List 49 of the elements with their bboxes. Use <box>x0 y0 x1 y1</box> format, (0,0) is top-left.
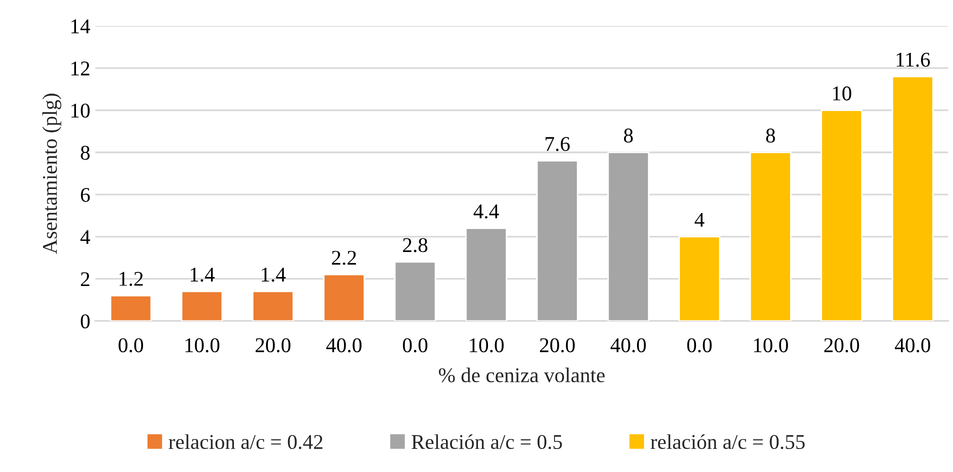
y-tick-label: 0 <box>80 314 90 328</box>
x-tick-label: 0.0 <box>687 338 712 352</box>
x-tick-label: 40.0 <box>610 338 646 352</box>
data-label: 1.4 <box>262 268 286 282</box>
x-tick-label: 0.0 <box>118 338 144 352</box>
data-label: 2.2 <box>332 250 356 265</box>
data-label: 1.4 <box>190 268 215 282</box>
data-label: 7.6 <box>546 137 570 152</box>
bar <box>110 294 152 321</box>
y-tick-label: 4 <box>80 230 90 244</box>
bar <box>892 76 934 321</box>
data-label: 8 <box>624 128 633 143</box>
y-tick-label: 6 <box>80 188 90 202</box>
x-tick-label: 10.0 <box>470 338 504 352</box>
y-tick-label: 2 <box>80 272 90 286</box>
y-tick-label: 12 <box>71 62 90 76</box>
x-tick-label: 20.0 <box>824 338 860 352</box>
data-label: 11.6 <box>896 52 930 67</box>
x-tick-label: 10.0 <box>754 338 788 352</box>
bar <box>750 152 792 321</box>
x-tick-label: 10.0 <box>186 338 220 352</box>
x-tick-label: 40.0 <box>326 338 362 352</box>
x-axis-title: % de ceniza volante <box>438 368 605 382</box>
y-tick-label: 14 <box>71 19 90 34</box>
bar <box>252 290 294 321</box>
x-tick-label: 0.0 <box>402 338 428 352</box>
legend-label: Relación a/c = 0.5 <box>412 434 562 450</box>
bar <box>820 110 863 321</box>
data-label: 10 <box>833 86 852 100</box>
data-label: 1.2 <box>120 272 143 286</box>
legend-label: relación a/c = 0.55 <box>650 434 805 450</box>
bar <box>536 160 578 321</box>
y-tick-label: 10 <box>71 104 90 118</box>
x-tick-label: 40.0 <box>894 338 930 352</box>
bar <box>465 228 508 321</box>
bar <box>394 261 436 321</box>
bar <box>678 236 720 321</box>
bar <box>323 274 366 321</box>
bar <box>180 290 223 321</box>
bar <box>607 152 650 321</box>
data-label: 2.8 <box>403 238 428 252</box>
y-axis-title: Asentamiento (plg) <box>42 94 62 254</box>
data-label: 4 <box>694 212 704 227</box>
x-tick-label: 20.0 <box>540 338 575 352</box>
y-tick-label: 8 <box>80 146 90 160</box>
data-label: 4.4 <box>474 204 499 219</box>
legend-label: relacion a/c = 0.42 <box>168 434 322 450</box>
x-tick-label: 20.0 <box>256 338 290 352</box>
data-label: 8 <box>766 128 775 143</box>
